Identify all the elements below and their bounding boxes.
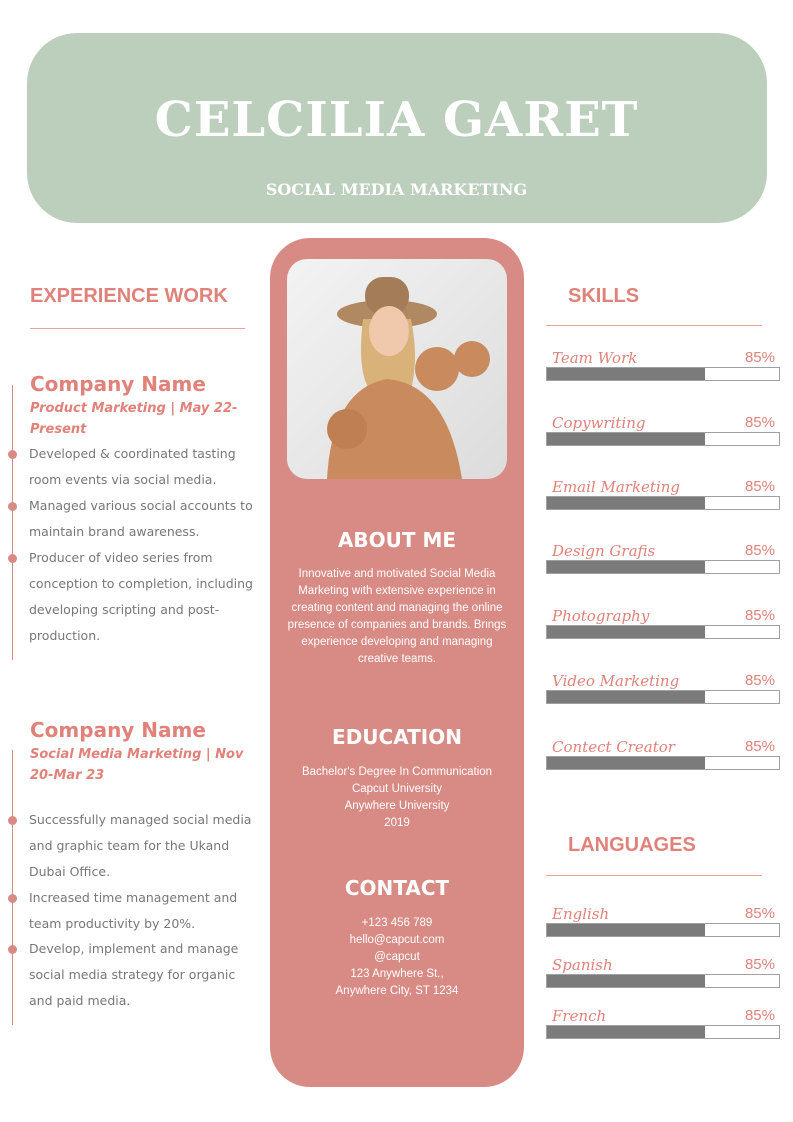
- skills-label: Photography: [552, 607, 650, 625]
- languages-progress-fill: [547, 975, 705, 987]
- skills-progress-bar: [546, 496, 780, 510]
- languages-heading: LANGUAGES: [568, 834, 696, 856]
- skills-percent: 85%: [744, 738, 775, 755]
- experience-divider: [30, 328, 245, 329]
- languages-label: English: [552, 905, 610, 923]
- skills-progress-bar: [546, 625, 780, 639]
- contact-handle: @capcut: [374, 951, 420, 963]
- skills-heading: SKILLS: [568, 285, 640, 307]
- job-bullet: Producer of video series from conception…: [29, 550, 253, 643]
- skills-progress-fill: [547, 497, 705, 509]
- job-bullet: Developed & coordinated tasting room eve…: [29, 446, 236, 487]
- profile-photo: [287, 259, 507, 479]
- skills-label: Video Marketing: [552, 672, 680, 690]
- skills-progress-fill: [547, 626, 705, 638]
- skills-label: Design Grafis: [552, 542, 656, 560]
- languages-label: Spanish: [552, 956, 613, 974]
- experience-heading: EXPERIENCE WORK: [30, 285, 228, 307]
- bullet-dot-icon: [8, 945, 17, 954]
- skills-progress-fill: [547, 757, 705, 769]
- education-heading: EDUCATION: [332, 725, 462, 749]
- about-heading: ABOUT ME: [337, 528, 457, 552]
- contact-phone: +123 456 789: [361, 917, 433, 929]
- skills-label: Copywriting: [552, 414, 646, 432]
- contact-email: hello@capcut.com: [349, 934, 445, 946]
- skills-progress-fill: [547, 368, 705, 380]
- skills-progress-fill: [547, 691, 705, 703]
- timeline-line: [12, 385, 13, 660]
- skills-percent: 85%: [744, 349, 775, 366]
- languages-percent: 85%: [744, 1007, 775, 1024]
- header-banner: [27, 33, 767, 223]
- education-degree: Bachelor's Degree In Communication: [301, 766, 493, 778]
- job-bullet: Increased time management and team produ…: [29, 890, 238, 931]
- skills-percent: 85%: [744, 478, 775, 495]
- bullet-dot-icon: [8, 894, 17, 903]
- candidate-role: SOCIAL MEDIA MARKETING: [265, 180, 528, 199]
- contact-address: 123 Anywhere St.,: [350, 968, 444, 980]
- skills-progress-bar: [546, 560, 780, 574]
- contact-address: Anywhere City, ST 1234: [335, 985, 459, 997]
- languages-progress-bar: [546, 923, 780, 937]
- job-position: Product Marketing | May 22-Present: [30, 401, 238, 437]
- skills-divider: [546, 325, 762, 326]
- bullet-dot-icon: [8, 816, 17, 825]
- languages-progress-bar: [546, 1025, 780, 1039]
- skills-label: Contect Creator: [552, 738, 675, 756]
- contact-heading: CONTACT: [344, 876, 450, 900]
- skills-label: Email Marketing: [552, 478, 681, 496]
- skills-progress-fill: [547, 433, 705, 445]
- languages-percent: 85%: [744, 956, 775, 973]
- skills-percent: 85%: [744, 607, 775, 624]
- skills-progress-bar: [546, 432, 780, 446]
- job-bullet: Managed various social accounts to maint…: [29, 498, 253, 539]
- languages-progress-bar: [546, 974, 780, 988]
- education-school: Capcut University: [351, 783, 443, 795]
- education-year: 2019: [384, 817, 410, 829]
- skills-percent: 85%: [744, 542, 775, 559]
- company-name: Company Name: [30, 718, 206, 742]
- skills-progress-bar: [546, 756, 780, 770]
- skills-progress-bar: [546, 367, 780, 381]
- skills-label: Team Work: [552, 349, 638, 367]
- job-bullet: Successfully managed social media and gr…: [29, 812, 252, 879]
- languages-divider: [546, 875, 762, 876]
- about-text: Innovative and motivated Social Media Ma…: [287, 568, 507, 665]
- languages-percent: 85%: [744, 905, 775, 922]
- bullet-dot-icon: [8, 450, 17, 459]
- job-position: Social Media Marketing | Nov 20-Mar 23: [30, 747, 244, 783]
- candidate-name: CELCILIA GARET: [154, 92, 639, 148]
- job-bullet: Develop, implement and manage social med…: [29, 941, 239, 1008]
- education-school: Anywhere University: [344, 800, 450, 812]
- skills-progress-fill: [547, 561, 705, 573]
- languages-progress-fill: [547, 1026, 705, 1038]
- languages-label: French: [552, 1007, 607, 1025]
- skills-progress-bar: [546, 690, 780, 704]
- skills-percent: 85%: [744, 672, 775, 689]
- bullet-dot-icon: [8, 502, 17, 511]
- bullet-dot-icon: [8, 554, 17, 563]
- skills-percent: 85%: [744, 414, 775, 431]
- timeline-line: [12, 750, 13, 1025]
- company-name: Company Name: [30, 372, 206, 396]
- languages-progress-fill: [547, 924, 705, 936]
